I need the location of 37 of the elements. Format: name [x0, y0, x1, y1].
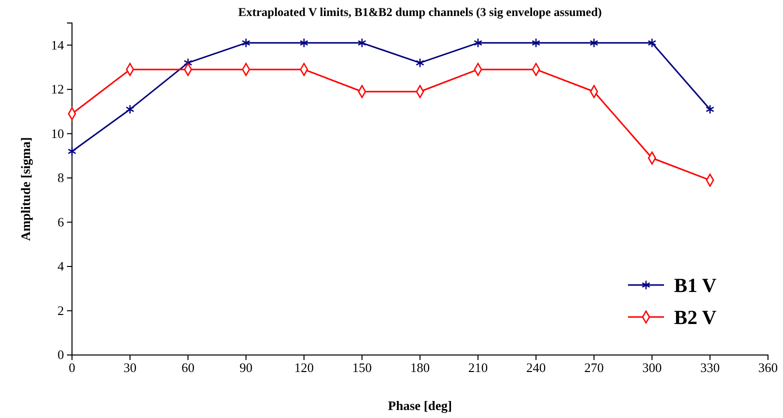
point: [358, 38, 366, 48]
point: [68, 146, 76, 156]
y-tick-label: 4: [58, 258, 64, 274]
x-tick-label: 360: [758, 360, 778, 376]
legend-label: B2 V: [674, 307, 717, 329]
point: [590, 38, 598, 48]
x-tick-label: 240: [526, 360, 546, 376]
x-tick-label: 210: [468, 360, 488, 376]
x-tick-label: 0: [68, 360, 76, 376]
x-tick-label: 60: [182, 360, 194, 376]
legend-label: B1 V: [674, 275, 717, 297]
y-tick-label: 6: [58, 214, 64, 230]
point: [242, 38, 250, 48]
y-tick-label: 10: [51, 126, 64, 141]
y-tick-label: 12: [51, 82, 64, 97]
x-axis-title: Phase [deg]: [388, 398, 452, 413]
x-tick-label: 180: [410, 360, 430, 376]
y-axis-title: Amplitude [sigma]: [18, 137, 33, 241]
y-tick-label: 14: [51, 37, 64, 52]
point: [474, 38, 482, 48]
point: [706, 104, 714, 114]
chart-title: Extraploated V limits, B1&B2 dump channels (3 sig envelope assumed): [238, 5, 602, 19]
x-tick-label: 90: [240, 360, 252, 376]
y-tick-label: 8: [58, 170, 64, 186]
x-tick-label: 120: [294, 360, 314, 376]
point: [532, 38, 540, 48]
point: [126, 104, 134, 114]
y-tick-label: 0: [58, 347, 64, 362]
y-tick-label: 2: [58, 302, 64, 318]
point: [416, 58, 424, 68]
point: [300, 38, 308, 48]
x-tick-label: 30: [124, 360, 136, 376]
point: [648, 38, 656, 48]
x-tick-label: 300: [642, 360, 662, 376]
x-tick-label: 150: [352, 360, 372, 376]
x-tick-label: 270: [584, 360, 604, 376]
x-tick-label: 330: [700, 360, 720, 376]
